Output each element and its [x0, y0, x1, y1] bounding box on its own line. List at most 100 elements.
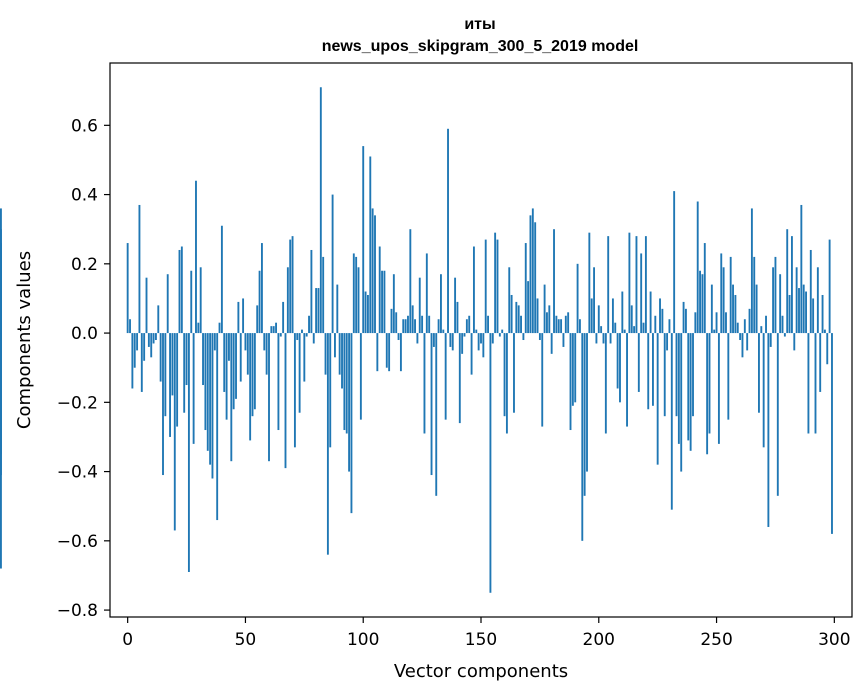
bar — [154, 333, 157, 341]
bar — [487, 315, 489, 334]
bar — [647, 333, 650, 410]
bar — [689, 333, 692, 451]
bar — [522, 333, 525, 341]
bar — [595, 333, 598, 344]
bar — [781, 315, 784, 334]
bar — [432, 333, 435, 347]
bar — [489, 333, 492, 593]
bar — [505, 333, 508, 434]
bar — [136, 333, 139, 351]
bar — [586, 333, 588, 472]
bar — [760, 326, 763, 334]
bar — [663, 333, 666, 417]
bar — [395, 312, 398, 334]
bar — [388, 333, 391, 372]
bar — [352, 253, 355, 334]
x-tick-label: 0 — [122, 630, 133, 650]
bar — [284, 333, 287, 469]
bar — [661, 308, 664, 334]
bar — [465, 319, 468, 334]
bar — [190, 270, 193, 334]
bar — [652, 333, 654, 406]
bar — [397, 333, 400, 341]
bar — [331, 194, 334, 334]
bar — [491, 333, 494, 344]
bar — [218, 322, 221, 334]
bar — [727, 333, 730, 420]
bar — [322, 256, 325, 334]
bar — [447, 128, 449, 334]
bar — [703, 243, 706, 334]
bar — [202, 333, 204, 386]
bar — [289, 239, 292, 334]
x-tick-label: 300 — [818, 630, 850, 650]
bar — [475, 329, 478, 334]
bar — [173, 333, 176, 531]
bar — [644, 236, 647, 334]
bar — [414, 319, 416, 334]
bar — [684, 308, 687, 334]
bar — [0, 229, 2, 334]
bar — [411, 305, 414, 334]
bar — [767, 333, 770, 527]
bar — [515, 301, 518, 334]
bar — [381, 270, 383, 334]
bar — [159, 333, 162, 382]
bar — [343, 333, 346, 431]
bar — [350, 333, 353, 514]
bar — [640, 253, 643, 334]
bar — [147, 333, 150, 347]
bar — [348, 333, 351, 472]
bar — [513, 333, 515, 413]
bar — [732, 284, 734, 334]
bar — [623, 329, 626, 334]
bar — [416, 333, 419, 344]
bar — [187, 333, 190, 572]
bar — [390, 308, 393, 334]
bar — [814, 333, 817, 434]
bar — [428, 315, 431, 334]
bar — [524, 243, 527, 334]
bar — [178, 249, 181, 334]
bar — [609, 333, 612, 344]
bar — [798, 288, 800, 334]
bar — [823, 329, 826, 334]
bar — [536, 298, 539, 334]
bar — [807, 333, 810, 434]
bar — [442, 329, 445, 334]
bar — [472, 246, 475, 334]
bar — [750, 208, 753, 334]
bar — [743, 319, 746, 334]
bar — [286, 267, 289, 334]
bar — [816, 267, 819, 334]
bar — [204, 333, 207, 431]
bar — [312, 333, 315, 344]
bar — [369, 156, 372, 334]
bar — [706, 333, 709, 455]
bar — [588, 232, 591, 334]
bar — [753, 256, 756, 334]
bar — [279, 333, 282, 337]
bar — [213, 333, 216, 351]
bar — [477, 333, 480, 351]
bar — [461, 333, 464, 354]
bar — [235, 333, 237, 399]
bar — [576, 263, 579, 334]
bar — [602, 333, 605, 344]
bar — [444, 333, 447, 420]
bar — [498, 333, 501, 337]
bar — [656, 333, 659, 465]
bar — [253, 333, 256, 410]
bar — [129, 319, 131, 334]
y-tick-label: −0.4 — [57, 463, 98, 483]
chart-title: иты — [464, 16, 495, 33]
bar — [604, 333, 607, 434]
bar — [270, 326, 273, 334]
bar — [675, 333, 678, 417]
bar — [157, 305, 160, 334]
y-tick-label: 0.6 — [71, 116, 98, 136]
bar — [527, 281, 530, 334]
bar — [508, 267, 511, 334]
x-tick-label: 100 — [347, 630, 379, 650]
